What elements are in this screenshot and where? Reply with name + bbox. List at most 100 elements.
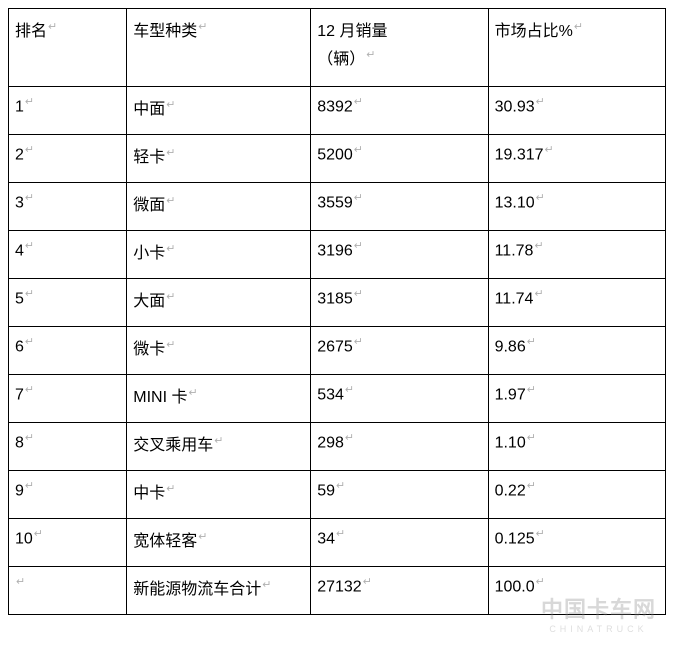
cell-share: 1.10↵- (488, 423, 665, 471)
cell-share: 30.93↵- (488, 87, 665, 135)
marker-icon: ↵ (25, 384, 34, 396)
watermark-sub: CHINATRUCK (541, 624, 656, 634)
share-value: 11.78 (495, 242, 534, 259)
marker-icon: ↵ (166, 99, 175, 111)
marker-icon: ↵ (166, 147, 175, 159)
table-row: 6↵ 微卡↵ 2675↵ 9.86↵- (9, 327, 666, 375)
cell-type: 宽体轻客↵ (127, 519, 311, 567)
cell-rank: 1↵ (9, 87, 127, 135)
cell-share: 11.78↵- (488, 231, 665, 279)
share-value: 9.86 (495, 338, 526, 355)
type-value: 中卡 (133, 485, 165, 502)
cell-type: 交叉乘用车↵ (127, 423, 311, 471)
cell-share: 0.22↵- (488, 471, 665, 519)
cell-type: 中面↵ (127, 87, 311, 135)
marker-icon: ↵ (345, 432, 354, 444)
cell-sales: 2675↵ (311, 327, 488, 375)
marker-icon: ↵ (262, 579, 271, 591)
cell-type: 轻卡↵ (127, 135, 311, 183)
marker-icon: ↵ (527, 336, 536, 348)
rank-value: 5 (15, 290, 24, 307)
type-value: 微卡 (133, 341, 165, 358)
cell-rank: 5↵ (9, 279, 127, 327)
cell-sales: 5200↵ (311, 135, 488, 183)
table-row-total: ↵ 新能源物流车合计↵ 27132↵ 100.0↵- (9, 567, 666, 615)
marker-icon: ↵ (527, 480, 536, 492)
marker-icon: ↵ (363, 576, 372, 588)
marker-icon: ↵ (354, 288, 363, 300)
cell-sales: 34↵ (311, 519, 488, 567)
marker-icon: ↵ (48, 21, 57, 33)
cell-rank: 6↵ (9, 327, 127, 375)
marker-icon: ↵ (336, 528, 345, 540)
marker-icon: ↵ (188, 387, 197, 399)
cell-sales: 298↵ (311, 423, 488, 471)
share-value: 1.10 (495, 434, 526, 451)
cell-rank: 8↵ (9, 423, 127, 471)
marker-icon: ↵ (25, 336, 34, 348)
marker-icon: ↵ (25, 432, 34, 444)
table-row: 1↵ 中面↵ 8392↵ 30.93↵- (9, 87, 666, 135)
header-sales-label: 12 月销量 (317, 23, 387, 40)
table-header-row: 排名↵ 车型种类↵ 12 月销量 （辆）↵ 市场占比%↵ - (9, 9, 666, 87)
sales-value: 59 (317, 482, 335, 499)
rank-value: 10 (15, 530, 33, 547)
rank-value: 3 (15, 194, 24, 211)
type-value: 小卡 (133, 245, 165, 262)
cell-share: 0.125↵- (488, 519, 665, 567)
header-type: 车型种类↵ (127, 9, 311, 87)
type-value: 轻卡 (133, 149, 165, 166)
type-value: 微面 (133, 197, 165, 214)
marker-icon: ↵ (25, 480, 34, 492)
marker-icon: ↵ (166, 291, 175, 303)
marker-icon: ↵ (527, 432, 536, 444)
table-row: 9↵ 中卡↵ 59↵ 0.22↵- (9, 471, 666, 519)
marker-icon: ↵ (534, 240, 543, 252)
cell-rank: 3↵ (9, 183, 127, 231)
table-row: 7↵ MINI 卡↵ 534↵ 1.97↵- (9, 375, 666, 423)
marker-icon: ↵ (574, 21, 583, 33)
marker-icon: ↵ (214, 435, 223, 447)
share-value: 13.10 (495, 194, 535, 211)
header-rank-label: 排名 (15, 23, 47, 40)
marker-icon: ↵ (166, 339, 175, 351)
marker-icon: ↵ (34, 528, 43, 540)
cell-sales: 59↵ (311, 471, 488, 519)
marker-icon: ↵ (366, 49, 375, 61)
type-value: 宽体轻客 (133, 533, 197, 550)
cell-type: 微面↵ (127, 183, 311, 231)
cell-rank: 4↵ (9, 231, 127, 279)
marker-icon: ↵ (536, 96, 545, 108)
share-value: 11.74 (495, 290, 534, 307)
marker-icon: ↵ (198, 21, 207, 33)
cell-sales: 8392↵ (311, 87, 488, 135)
header-type-label: 车型种类 (133, 23, 197, 40)
marker-icon: ↵ (354, 192, 363, 204)
cell-type: 小卡↵ (127, 231, 311, 279)
marker-icon: ↵ (25, 192, 34, 204)
rank-value: 8 (15, 434, 24, 451)
type-value: 新能源物流车合计 (133, 581, 261, 598)
sales-value: 298 (317, 434, 344, 451)
marker-icon: ↵ (336, 480, 345, 492)
share-value: 1.97 (495, 386, 526, 403)
sales-value: 3196 (317, 242, 353, 259)
marker-icon: ↵ (345, 384, 354, 396)
sales-value: 3559 (317, 194, 353, 211)
marker-icon: ↵ (536, 528, 545, 540)
marker-icon: ↵ (545, 144, 554, 156)
share-value: 0.125 (495, 530, 535, 547)
table-row: 3↵ 微面↵ 3559↵ 13.10↵- (9, 183, 666, 231)
sales-value: 27132 (317, 578, 362, 595)
header-share: 市场占比%↵ - (488, 9, 665, 87)
cell-rank: 7↵ (9, 375, 127, 423)
cell-rank: ↵ (9, 567, 127, 615)
marker-icon: ↵ (166, 483, 175, 495)
marker-icon: ↵ (25, 144, 34, 156)
cell-share: 9.86↵- (488, 327, 665, 375)
cell-type: 微卡↵ (127, 327, 311, 375)
cell-sales: 3196↵ (311, 231, 488, 279)
cell-share: 13.10↵- (488, 183, 665, 231)
table-row: 10↵ 宽体轻客↵ 34↵ 0.125↵- (9, 519, 666, 567)
rank-value: 4 (15, 242, 24, 259)
